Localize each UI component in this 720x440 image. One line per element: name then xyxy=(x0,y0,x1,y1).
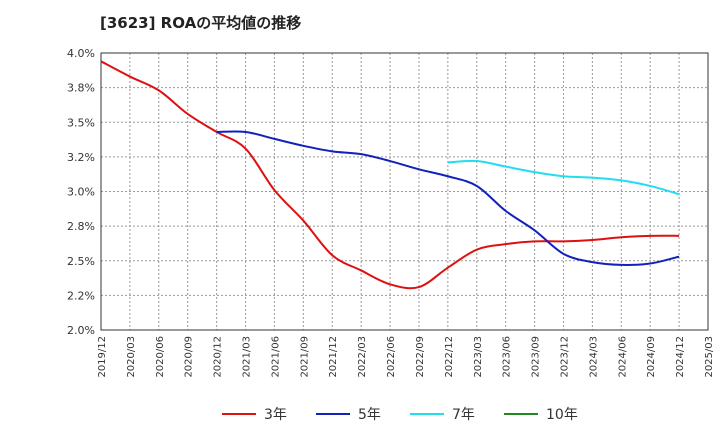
x-tick-label: 2020/06 xyxy=(155,336,166,378)
x-tick-label: 2024/12 xyxy=(675,336,686,378)
y-tick-label: 2.0% xyxy=(67,324,95,337)
series-line-3年 xyxy=(100,60,680,290)
y-tick-label: 4.0% xyxy=(67,47,95,60)
x-tick-label: 2023/06 xyxy=(502,336,513,378)
series-line-7年 xyxy=(447,159,680,196)
x-tick-label: 2020/12 xyxy=(213,336,224,378)
x-tick-label: 2024/06 xyxy=(617,336,628,378)
x-tick-label: 2021/06 xyxy=(270,336,281,378)
series-line-5年 xyxy=(216,130,680,266)
x-tick-label: 2021/12 xyxy=(328,336,339,378)
x-tick-label: 2021/09 xyxy=(299,336,310,378)
x-tick-label: 2022/12 xyxy=(444,336,455,378)
y-tick-label: 3.0% xyxy=(67,186,95,199)
x-tick-label: 2019/12 xyxy=(97,336,108,378)
y-tick-label: 3.5% xyxy=(67,116,95,129)
x-tick-label: 2022/09 xyxy=(415,336,426,378)
x-tick-label: 2022/06 xyxy=(386,336,397,378)
x-tick-label: 2020/03 xyxy=(126,336,137,378)
x-tick-label: 2025/03 xyxy=(704,336,715,378)
y-tick-label: 2.5% xyxy=(67,255,95,268)
legend-label: 10年 xyxy=(546,407,578,423)
x-tick-label: 2023/09 xyxy=(531,336,542,378)
legend-label: 3年 xyxy=(264,407,287,423)
x-tick-label: 2023/12 xyxy=(559,336,570,378)
legend-label: 5年 xyxy=(358,407,381,423)
x-tick-label: 2023/03 xyxy=(473,336,484,378)
y-tick-label: 2.2% xyxy=(67,289,95,302)
plot-frame xyxy=(100,52,709,331)
y-tick-label: 2.8% xyxy=(67,220,95,233)
x-tick-label: 2021/03 xyxy=(242,336,253,378)
x-tick-label: 2024/03 xyxy=(588,336,599,378)
x-tick-label: 2024/09 xyxy=(646,336,657,378)
y-tick-label: 3.8% xyxy=(67,82,95,95)
x-tick-label: 2020/09 xyxy=(184,336,195,378)
x-tick-label: 2022/03 xyxy=(357,336,368,378)
chart-title: [3623] ROAの平均値の推移 xyxy=(100,14,302,32)
y-tick-label: 3.2% xyxy=(67,151,95,164)
legend-label: 7年 xyxy=(452,407,475,423)
